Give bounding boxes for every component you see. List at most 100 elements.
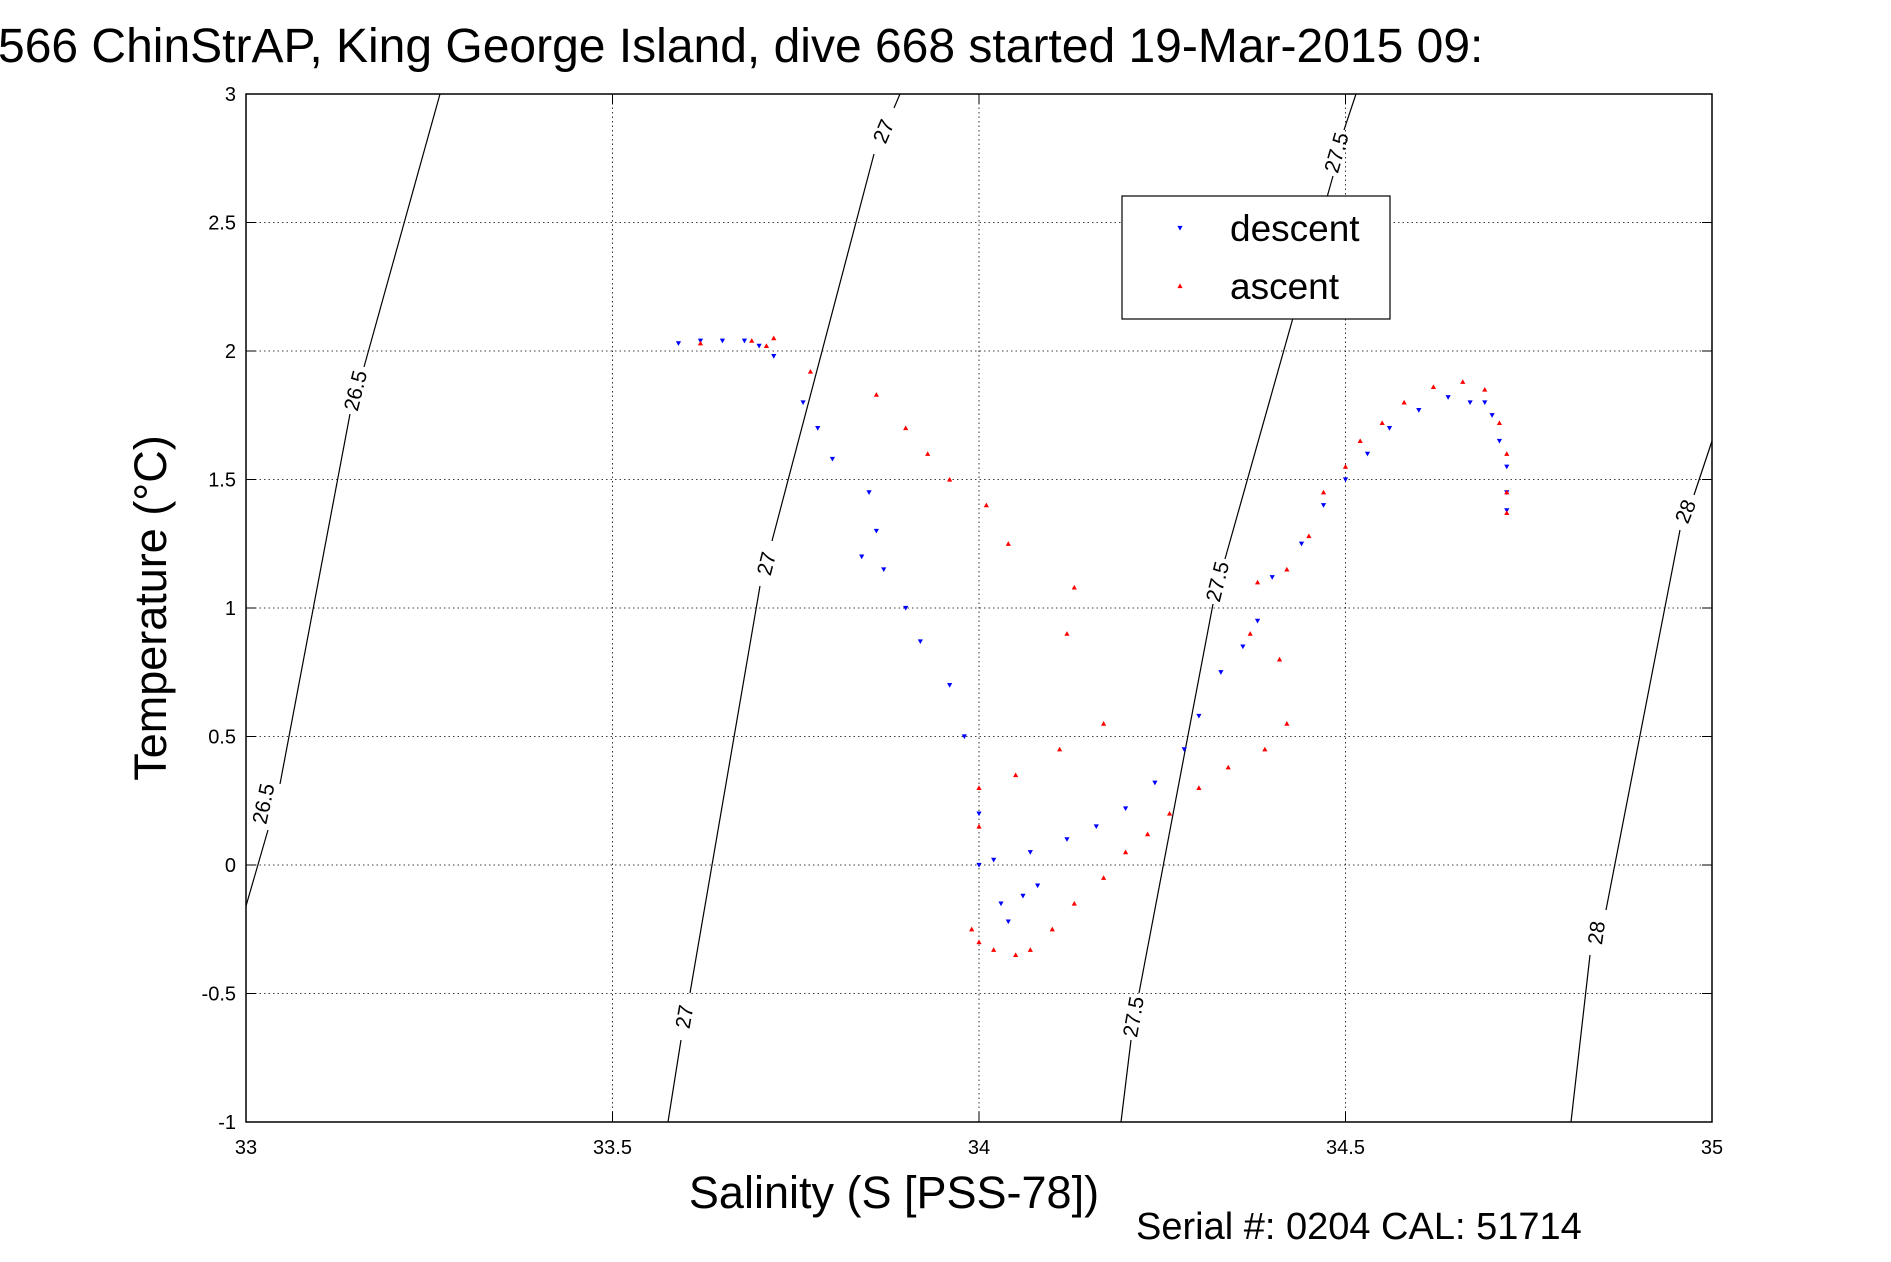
y-axis-label: Temperature (°C) [125, 435, 176, 781]
ascent-point [969, 926, 975, 932]
descent-point [1504, 464, 1510, 470]
descent-point [829, 456, 835, 462]
ascent-point [1057, 746, 1063, 752]
descent-point [866, 490, 872, 495]
ascent-point [749, 338, 755, 343]
ascent-point [1320, 489, 1327, 495]
serial-cal-label: Serial #: 0204 CAL: 51714 [1136, 1206, 1582, 1248]
isopycnal-line [667, 1039, 682, 1123]
legend: descent ascent [1121, 195, 1391, 320]
ascent-point [1247, 631, 1253, 636]
y-tick-label: 1.5 [208, 470, 236, 492]
ascent-point [1049, 926, 1055, 932]
descent-point [1093, 824, 1099, 830]
descent-point [976, 862, 982, 868]
ascent-point [925, 451, 931, 456]
y-tick-label: 2.5 [208, 213, 236, 235]
chart-title: 566 ChinStrAP, King George Island, dive … [0, 20, 1483, 73]
ascent-point [1013, 772, 1019, 778]
y-tick-label: 1 [225, 598, 236, 620]
descent-point [1482, 400, 1488, 405]
x-axis-label: Salinity (S [PSS-78]) [689, 1167, 1099, 1218]
descent-point [741, 338, 748, 344]
isopycnal-line [893, 93, 901, 109]
isopycnal-line [1693, 440, 1713, 496]
legend-label-ascent: ascent [1230, 266, 1340, 307]
y-tick-label: 2 [225, 341, 236, 363]
x-tick-label: 33.5 [593, 1137, 632, 1159]
y-tick-label: 3 [225, 84, 236, 106]
descent-point [1342, 477, 1349, 483]
isopycnal-line [1570, 954, 1591, 1123]
ascent-point [991, 947, 997, 952]
ascent-point [1276, 656, 1283, 662]
descent-point [1196, 713, 1202, 719]
ascent-series [697, 335, 1510, 958]
ascent-point [1101, 721, 1107, 726]
x-tick-label: 34 [968, 1137, 990, 1159]
legend-label-descent: descent [1230, 208, 1360, 249]
ascent-point [1504, 510, 1510, 515]
ascent-point [1071, 584, 1077, 590]
ascent-point [1101, 875, 1107, 880]
descent-point [1064, 837, 1070, 842]
isopycnal-line [1120, 1039, 1132, 1123]
descent-point [1298, 541, 1305, 547]
ascent-point [873, 392, 879, 397]
ascent-point [947, 476, 953, 482]
ascent-point [1064, 631, 1070, 636]
ascent-point [1342, 464, 1349, 469]
y-tick-label: -1 [218, 1112, 236, 1134]
data-points [675, 335, 1510, 958]
ascent-point [1254, 579, 1261, 585]
descent-point [1027, 850, 1033, 855]
descent-point [1364, 451, 1371, 457]
y-tick-label: -0.5 [202, 984, 236, 1006]
grid-lines [246, 94, 1712, 1122]
legend-marker-descent [1177, 225, 1183, 231]
ascent-point [1504, 451, 1510, 456]
ascent-point [1496, 420, 1503, 426]
descent-point [1123, 806, 1129, 812]
ascent-point [1430, 384, 1437, 390]
descent-point [800, 400, 806, 405]
descent-point [1254, 618, 1261, 624]
isopycnal-line [245, 829, 269, 907]
ascent-point [763, 343, 770, 348]
x-tick-label: 33 [235, 1137, 257, 1159]
descent-point [859, 554, 865, 560]
ascent-point [1196, 785, 1202, 790]
isopycnal-line [279, 413, 351, 785]
axis-ticks: 33 33.5 34 34.5 35 -1 -0.5 0 0.5 1 1.5 2 2.5 3 [202, 84, 1724, 1159]
descent-point [1181, 747, 1187, 752]
ascent-point [697, 340, 704, 346]
ascent-point [807, 368, 814, 374]
descent-point [771, 354, 777, 359]
isopycnal-label: 27 [753, 550, 781, 578]
descent-point [1020, 893, 1026, 899]
ascent-point [1379, 420, 1385, 426]
descent-point [873, 528, 879, 534]
ascent-point [1482, 386, 1488, 392]
descent-point [1152, 780, 1158, 786]
ascent-point [1262, 746, 1268, 752]
descent-point [961, 734, 967, 740]
descent-point [1386, 426, 1393, 431]
ascent-point [1144, 831, 1151, 837]
descent-point [881, 567, 887, 573]
descent-point [1416, 408, 1422, 413]
ascent-point [1166, 811, 1173, 816]
x-tick-label: 35 [1701, 1137, 1723, 1159]
descent-point [1320, 503, 1327, 508]
ascent-point [1027, 947, 1033, 952]
descent-point [1496, 438, 1503, 444]
isopycnal-line [771, 153, 875, 542]
isopycnal-line [363, 93, 441, 368]
descent-point [1240, 644, 1246, 650]
ascent-point [1460, 379, 1466, 384]
descent-point [1269, 575, 1275, 580]
ascent-point [1005, 541, 1011, 546]
descent-point [1467, 400, 1473, 405]
